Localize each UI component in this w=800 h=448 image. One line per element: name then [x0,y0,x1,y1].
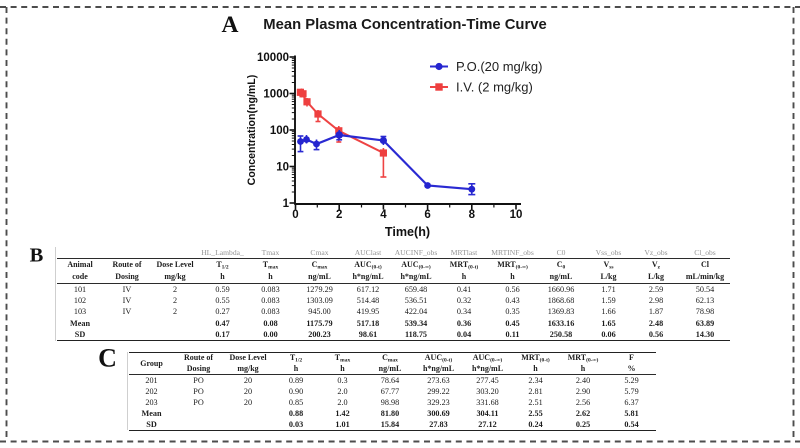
svg-text:1: 1 [283,198,290,210]
svg-text:B: B [30,245,44,267]
svg-text:Concentration(ng/mL): Concentration(ng/mL) [246,75,258,186]
svg-text:C: C [98,344,117,373]
svg-text:10000: 10000 [257,52,289,64]
svg-text:4: 4 [380,209,387,221]
svg-text:P.O.(20 mg/kg): P.O.(20 mg/kg) [456,59,542,74]
svg-text:Time(h): Time(h) [385,225,430,239]
svg-text:100: 100 [270,125,289,137]
svg-text:6: 6 [424,209,430,221]
svg-text:0: 0 [292,209,298,221]
svg-text:1000: 1000 [263,89,289,101]
svg-text:Mean Plasma Concentration-Time: Mean Plasma Concentration-Time Curve [263,17,546,33]
svg-text:10: 10 [276,162,289,174]
svg-text:10: 10 [510,209,523,221]
svg-text:2: 2 [336,209,342,221]
svg-text:8: 8 [469,209,476,221]
svg-text:A: A [222,12,239,38]
svg-text:I.V. (2 mg/kg): I.V. (2 mg/kg) [456,80,533,95]
